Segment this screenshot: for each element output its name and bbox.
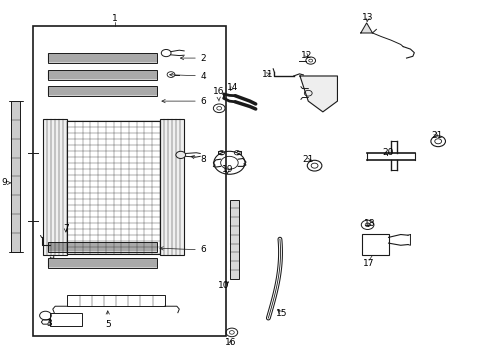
Text: 13: 13 [361,13,373,22]
Text: 4: 4 [169,72,206,81]
Text: 6: 6 [162,96,206,105]
Bar [50,314,82,326]
Text: 8: 8 [191,155,206,164]
Ellipse shape [160,114,184,123]
Bar [67,296,164,306]
Bar [160,119,184,255]
Text: 16: 16 [224,338,236,347]
Text: 21: 21 [302,156,313,165]
Bar [48,86,157,96]
Polygon shape [360,23,372,33]
Bar [230,200,239,279]
Text: 14: 14 [226,83,238,92]
Bar [48,53,157,63]
Text: 18: 18 [364,219,375,228]
Bar [48,69,157,80]
Text: 2: 2 [180,54,206,63]
Bar [67,121,160,253]
Ellipse shape [43,114,67,123]
Text: 11: 11 [261,70,273,79]
Text: 6: 6 [160,246,206,255]
Bar [48,258,157,268]
Text: 10: 10 [217,281,229,290]
Text: 17: 17 [363,260,374,269]
Ellipse shape [43,251,67,260]
Text: 20: 20 [381,148,392,157]
Ellipse shape [160,251,184,260]
Text: 3: 3 [46,319,52,328]
Polygon shape [299,76,337,112]
Text: 15: 15 [275,309,286,318]
Bar [48,242,157,252]
Bar [361,234,388,255]
Text: 1: 1 [111,14,117,23]
Text: 7: 7 [63,224,69,233]
Bar [33,26,225,336]
Circle shape [176,151,185,158]
Text: 9: 9 [1,178,11,187]
Bar [11,101,20,252]
Text: 19: 19 [221,166,233,175]
Bar [43,119,67,255]
Text: 21: 21 [430,131,442,140]
Text: 16: 16 [212,86,224,101]
Text: 12: 12 [300,51,311,60]
Text: 5: 5 [104,311,110,329]
